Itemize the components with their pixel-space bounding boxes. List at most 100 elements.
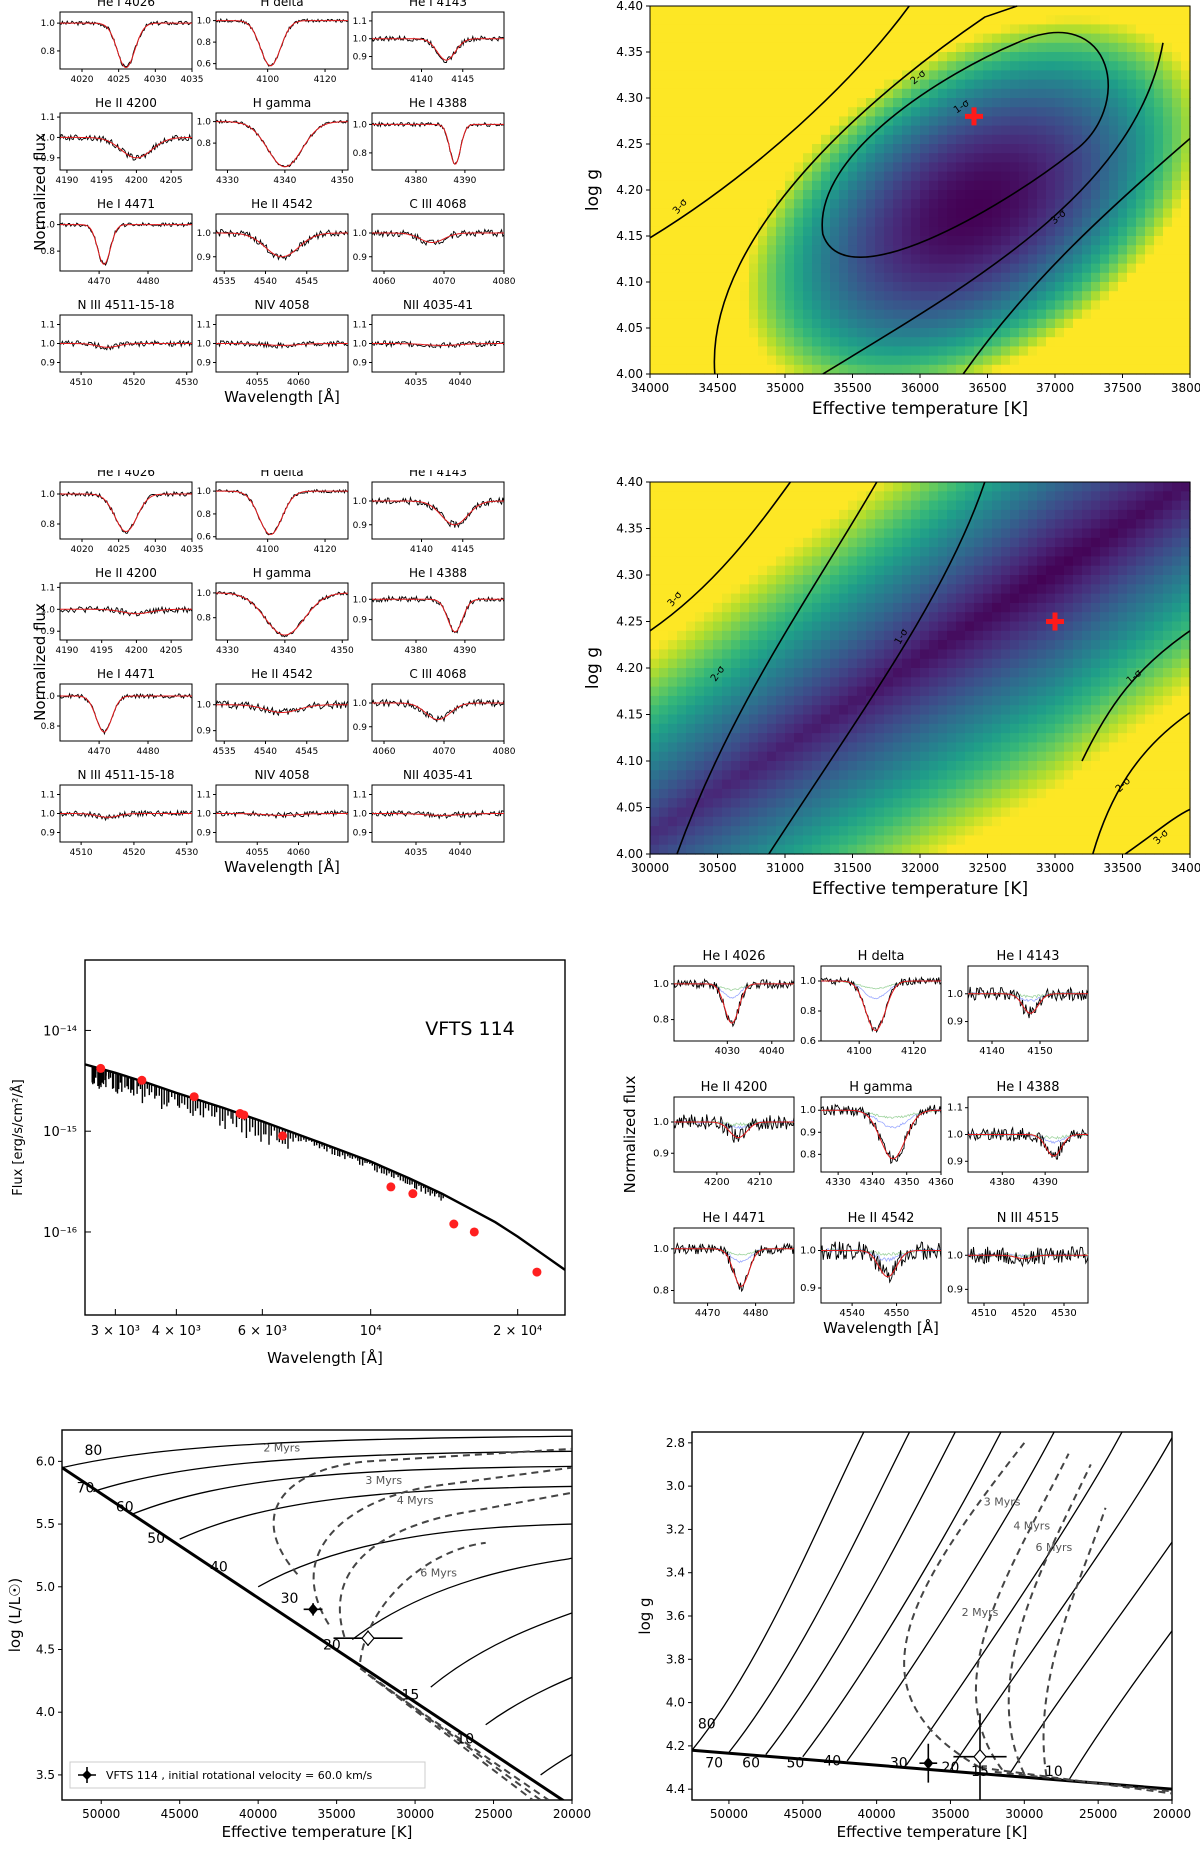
heatmap-cell	[920, 751, 930, 762]
heatmap-cell	[776, 807, 786, 818]
heatmap-cell	[776, 346, 786, 357]
heatmap-cell	[983, 537, 993, 548]
heatmap-cell	[650, 807, 660, 818]
heatmap-cell	[1163, 282, 1173, 292]
heatmap-cell	[1127, 630, 1137, 641]
heatmap-cell	[875, 528, 885, 539]
heatmap-cell	[830, 42, 840, 53]
heatmap-cell	[1181, 107, 1191, 117]
heatmap-cell	[695, 528, 705, 539]
heatmap-cell	[794, 328, 804, 338]
heatmap-cell	[992, 162, 1002, 173]
heatmap-cell	[695, 519, 705, 530]
heatmap-cell	[974, 180, 984, 191]
heatmap-cell	[794, 621, 804, 632]
heatmap-cell	[1172, 15, 1182, 25]
heatmap-cell	[749, 337, 759, 347]
heatmap-cell	[686, 134, 696, 145]
heatmap-cell	[965, 364, 975, 375]
heatmap-cell	[776, 668, 786, 678]
heatmap-cell	[875, 355, 885, 366]
heatmap-cell	[1154, 318, 1164, 329]
heatmap-cell	[1082, 695, 1092, 706]
heatmap-cell	[983, 742, 993, 753]
heatmap-cell	[1145, 144, 1155, 154]
heatmap-cell	[1082, 575, 1092, 585]
heatmap-cell	[686, 300, 696, 311]
heatmap-cell	[992, 24, 1002, 35]
heatmap-cell	[857, 649, 867, 660]
heatmap-cell	[1100, 144, 1110, 154]
heatmap-cell	[776, 263, 786, 274]
heatmap-cell	[893, 337, 903, 347]
heatmap-cell	[659, 364, 669, 375]
heatmap-cell	[1172, 199, 1182, 209]
heatmap-cell	[1037, 42, 1047, 53]
heatmap-cell	[686, 61, 696, 71]
heatmap-cell	[920, 612, 930, 623]
heatmap-cell	[1073, 798, 1083, 809]
heatmap-cell	[1127, 519, 1137, 530]
heatmap-cell	[911, 686, 921, 697]
heatmap-cell	[1028, 519, 1038, 530]
heatmap-cell	[992, 226, 1002, 237]
heatmap-cell	[1082, 337, 1092, 347]
heatmap-cell	[1181, 180, 1191, 191]
heatmap-cell	[965, 153, 975, 163]
heatmap-cell	[1064, 621, 1074, 632]
heatmap-cell	[920, 291, 930, 301]
heatmap-cell	[812, 6, 822, 16]
heatmap-cell	[794, 547, 804, 557]
heatmap-cell	[938, 509, 948, 520]
heatmap-cell	[902, 761, 912, 771]
heatmap-cell	[848, 733, 858, 743]
heatmap-cell	[1136, 254, 1146, 265]
heatmap-cell	[668, 630, 678, 641]
model-spectrum	[216, 490, 348, 535]
heatmap-cell	[965, 761, 975, 771]
heatmap-cell	[1010, 116, 1020, 127]
heatmap-cell	[866, 226, 876, 237]
heatmap-cell	[695, 835, 705, 846]
heatmap-cell	[893, 98, 903, 108]
heatmap-cell	[1046, 33, 1056, 44]
heatmap-cell	[659, 254, 669, 265]
heatmap-cell	[1037, 300, 1047, 311]
heatmap-cell	[848, 482, 858, 492]
heatmap-cell	[992, 79, 1002, 90]
heatmap-cell	[911, 125, 921, 136]
heatmap-cell	[866, 658, 876, 669]
heatmap-cell	[1037, 482, 1047, 492]
heatmap-cell	[1091, 602, 1101, 613]
heatmap-cell	[650, 844, 660, 855]
heatmap-cell	[695, 844, 705, 855]
heatmap-cell	[821, 42, 831, 53]
heatmap-cell	[713, 88, 723, 99]
heatmap-cell	[866, 79, 876, 90]
heatmap-cell	[929, 733, 939, 743]
heatmap-cell	[650, 593, 660, 604]
heatmap-cell	[1091, 779, 1101, 790]
heatmap-cell	[1064, 640, 1074, 650]
heatmap-cell	[1001, 355, 1011, 366]
heatmap-cell	[830, 761, 840, 771]
heatmap-cell	[704, 88, 714, 99]
heatmap-cell	[1055, 584, 1065, 595]
heatmap-cell	[929, 761, 939, 771]
heatmap-cell	[875, 537, 885, 548]
heatmap-cell	[929, 263, 939, 274]
observed-spectrum	[215, 17, 349, 67]
heatmap-cell	[812, 282, 822, 292]
heatmap-cell	[821, 318, 831, 329]
heatmap-cell	[929, 52, 939, 62]
heatmap-cell	[740, 328, 750, 338]
heatmap-cell	[857, 346, 867, 357]
heatmap-cell	[1127, 6, 1137, 16]
x-tick-label: 4340	[273, 176, 296, 186]
heatmap-cell	[1091, 649, 1101, 660]
heatmap-cell	[902, 547, 912, 557]
heatmap-cell	[857, 134, 867, 145]
heatmap-cell	[947, 668, 957, 678]
heatmap-cell	[749, 705, 759, 716]
heatmap-cell	[740, 6, 750, 16]
